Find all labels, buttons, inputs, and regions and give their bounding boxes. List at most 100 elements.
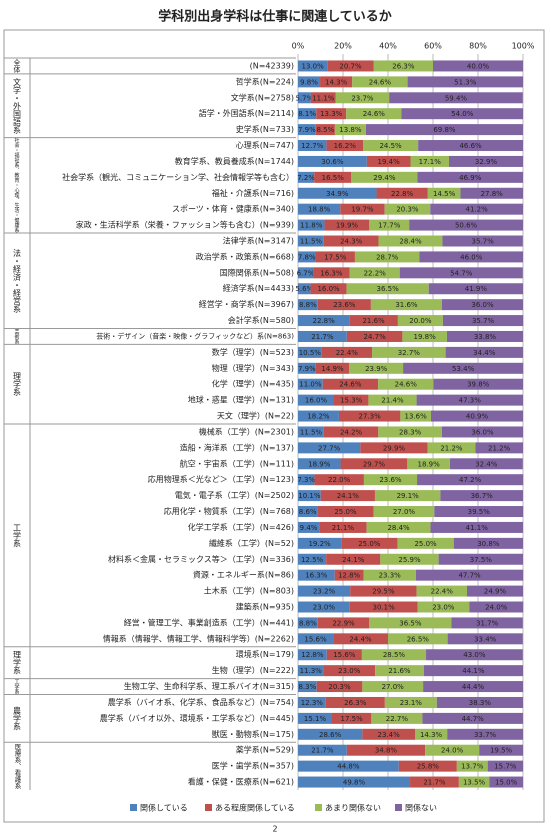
value-label: 23.3% [379, 572, 402, 580]
value-label: 54.0% [451, 110, 474, 118]
value-label: 12.8% [301, 651, 324, 659]
bar-segment [351, 171, 418, 183]
y-tick-label: 生物（理学）(N=222) [212, 665, 294, 675]
bar-segment [442, 299, 523, 311]
bar-segment [456, 760, 488, 772]
bar-segment [340, 203, 385, 215]
value-label: 15.6% [333, 651, 356, 659]
y-tick-label: 天文（理学）(N=22) [217, 411, 294, 421]
value-label: 24.6% [369, 78, 392, 86]
bar-segment [323, 426, 379, 438]
bar-segment [315, 251, 355, 263]
y-tick-label: (N=42339) [250, 61, 294, 70]
bar-segment [430, 410, 523, 422]
bar-segment [340, 458, 408, 470]
value-label: 14.5% [433, 190, 456, 198]
bar-segment [298, 346, 322, 358]
bar-segment [317, 617, 370, 629]
bar-segment [298, 219, 325, 231]
bar-segment [403, 362, 524, 374]
value-label: 44.4% [462, 683, 485, 691]
value-label: 21.1% [332, 524, 355, 532]
y-tick-label: 社会学系（観光、コミュニケーション学、社会情報学等も含む） [62, 172, 294, 182]
y-tick-label: 文学系(N=2758) [231, 92, 294, 102]
y-tick-label: 国際関係系(N=508) [220, 267, 294, 277]
bar-segment [346, 330, 403, 342]
bar-segment [298, 426, 324, 438]
bar-segment [341, 537, 398, 549]
value-label: 34.8% [375, 747, 398, 755]
value-label: 35.7% [472, 317, 495, 325]
value-label: 35.7% [471, 238, 494, 246]
value-label: 11.8% [300, 222, 323, 230]
value-label: 22.9% [332, 619, 355, 627]
bar-segment [458, 776, 490, 788]
y-tick-label: 農学系（バイオ以外、環境系・工学系など）(N=445) [100, 713, 294, 723]
value-label: 5.7% [296, 94, 314, 102]
bar-segment [323, 235, 379, 247]
bar-segment [298, 744, 347, 756]
y-tick-label: 航空・宇宙系（工学）(N=111) [180, 458, 294, 468]
y-tick-label: 看護・保健・医療系(N=621) [188, 777, 294, 787]
value-label: 24.6% [395, 381, 418, 389]
y-tick-label: 薬学系(N=529) [236, 745, 294, 755]
value-label: 18.8% [308, 206, 331, 214]
bar-segment [317, 299, 371, 311]
bar-segment [310, 283, 347, 295]
group-label: 工学系 [13, 523, 22, 547]
value-label: 46.6% [459, 142, 482, 150]
bar-segment [487, 760, 523, 772]
bar-segment [298, 569, 335, 581]
bar-segment [378, 235, 443, 247]
bar-segment [298, 187, 377, 199]
y-tick-label: 材料系＜金属・セラミックス等＞（工学）(N=336) [108, 554, 294, 564]
value-label: 25.9% [398, 556, 421, 564]
y-tick-label: 法律学系(N=3147) [223, 236, 294, 246]
x-tick-label: 40% [379, 42, 397, 51]
value-label: 41.2% [466, 206, 489, 214]
bar-segment [298, 665, 324, 677]
bar-segment [363, 569, 416, 581]
value-label: 8.6% [299, 508, 317, 516]
bar-segment [350, 585, 417, 597]
bar-segment [316, 681, 363, 693]
value-label: 14.3% [420, 731, 443, 739]
bar-segment [298, 299, 318, 311]
bar-segment [415, 728, 448, 740]
y-tick-label: 化学（理学）(N=435) [212, 379, 294, 389]
value-label: 7.2% [297, 174, 315, 182]
bar-segment [433, 60, 523, 72]
bar-segment [427, 187, 461, 199]
value-label: 47.2% [459, 476, 482, 484]
value-label: 27.0% [393, 508, 416, 516]
bar-segment [363, 140, 419, 152]
bar-segment [298, 362, 316, 374]
value-label: 8.8% [299, 619, 317, 627]
bar-segment [445, 346, 523, 358]
bar-segment [298, 458, 341, 470]
bar-segment [333, 633, 388, 645]
value-label: 19.9% [336, 222, 359, 230]
bar-segment [371, 712, 423, 724]
bar-segment [398, 760, 457, 772]
value-label: 16.5% [322, 174, 345, 182]
bar-segment [389, 92, 523, 104]
value-label: 27.3% [359, 413, 382, 421]
x-tick-label: 20% [334, 42, 352, 51]
bar-segment [298, 378, 323, 390]
bar-segment [298, 521, 320, 533]
value-label: 24.9% [484, 588, 507, 596]
bar-segment [360, 442, 428, 454]
bar-segment [327, 60, 374, 72]
bar-segment [320, 76, 353, 88]
bar-segment [399, 267, 523, 279]
bar-segment [418, 140, 523, 152]
bar-segment [453, 537, 523, 549]
bar-segment [352, 76, 408, 88]
value-label: 24.7% [363, 333, 386, 341]
value-label: 21.7% [311, 333, 334, 341]
value-label: 69.8% [433, 126, 456, 134]
bar-segment [378, 426, 442, 438]
bar-segment [346, 108, 402, 120]
value-label: 13.5% [463, 779, 486, 787]
